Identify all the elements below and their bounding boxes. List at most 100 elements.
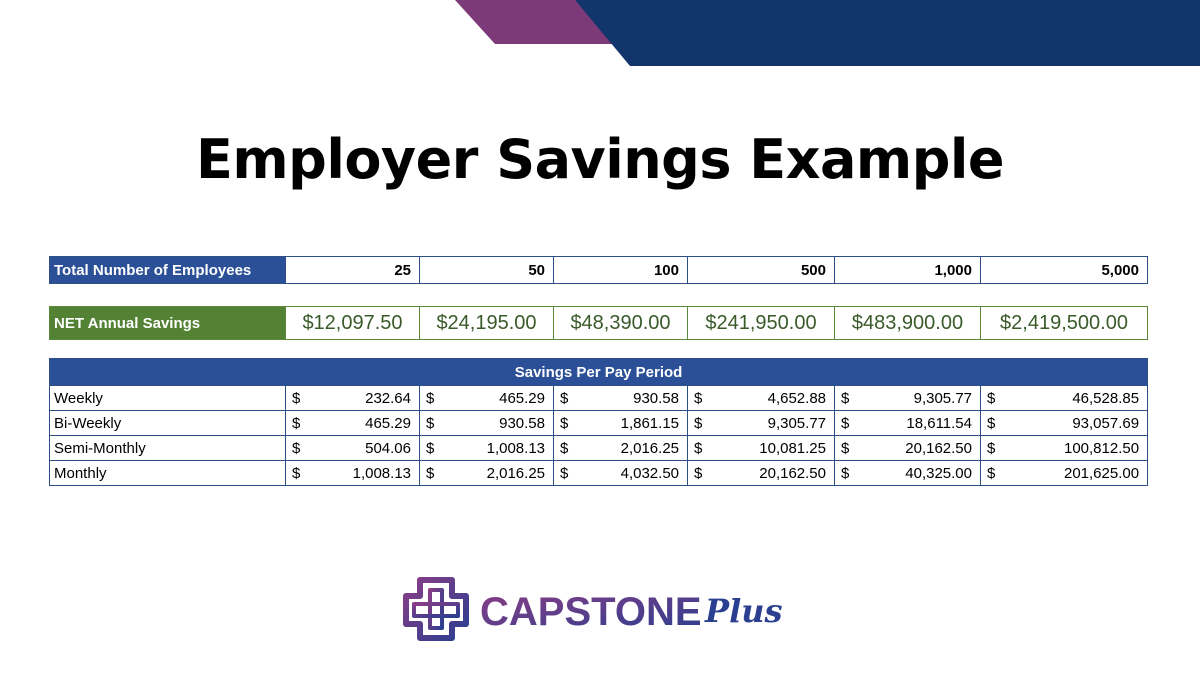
logo-text-script: Plus: [704, 592, 783, 630]
amount: 1,861.15: [620, 414, 679, 432]
logo-text-main: CAPSTONE: [480, 590, 702, 634]
pay-period-label: Monthly: [49, 460, 286, 486]
pay-period-cell: $9,305.77: [834, 385, 981, 411]
pay-period-cell: $4,032.50: [553, 460, 688, 486]
pay-period-cell: $40,325.00: [834, 460, 981, 486]
currency-symbol: $: [987, 439, 996, 457]
net-savings-value: $24,195.00: [419, 306, 554, 340]
net-savings-label: NET Annual Savings: [49, 306, 286, 340]
pay-period-cell: $465.29: [285, 410, 420, 436]
currency-symbol: $: [987, 414, 996, 432]
table-row: Bi-Weekly $465.29 $930.58 $1,861.15 $9,305.7…: [49, 410, 1149, 436]
pay-period-cell: $930.58: [553, 385, 688, 411]
currency-symbol: $: [841, 439, 850, 457]
amount: 93,057.69: [1072, 414, 1140, 432]
currency-symbol: $: [426, 439, 435, 457]
pay-period-cell: $10,081.25: [687, 435, 835, 461]
currency-symbol: $: [560, 464, 569, 482]
employees-value: 5,000: [980, 256, 1148, 284]
amount: 1,008.13: [486, 439, 545, 457]
pay-period-cell: $465.29: [419, 385, 554, 411]
pay-period-label: Weekly: [49, 385, 286, 411]
amount: 10,081.25: [759, 439, 826, 457]
pay-period-cell: $1,008.13: [419, 435, 554, 461]
employees-value: 1,000: [834, 256, 981, 284]
employees-table: Total Number of Employees 25 50 100 500 …: [49, 256, 1148, 284]
currency-symbol: $: [694, 414, 703, 432]
amount: 18,611.54: [906, 414, 972, 432]
currency-symbol: $: [292, 464, 301, 482]
currency-symbol: $: [841, 389, 850, 407]
purple-band: [455, 0, 615, 44]
employees-value: 25: [285, 256, 420, 284]
pay-period-cell: $1,861.15: [553, 410, 688, 436]
employees-value: 500: [687, 256, 835, 284]
currency-symbol: $: [694, 439, 703, 457]
pay-period-body: Weekly $232.64 $465.29 $930.58 $4,652.88 $9,3…: [49, 385, 1149, 486]
amount: 20,162.50: [759, 464, 826, 482]
pay-period-label: Semi-Monthly: [49, 435, 286, 461]
amount: 100,812.50: [1063, 439, 1140, 457]
pay-period-label: Bi-Weekly: [49, 410, 286, 436]
amount: 46,528.85: [1072, 389, 1140, 407]
amount: 40,325.00: [905, 464, 972, 482]
amount: 504.06: [365, 439, 411, 457]
amount: 465.29: [499, 389, 545, 407]
currency-symbol: $: [560, 439, 569, 457]
net-savings-value: $12,097.50: [285, 306, 420, 340]
net-savings-row: NET Annual Savings $12,097.50 $24,195.00…: [49, 306, 1148, 340]
amount: 2,016.25: [486, 464, 545, 482]
pay-period-cell: $4,652.88: [687, 385, 835, 411]
amount: 9,305.77: [913, 389, 972, 407]
pay-period-cell: $1,008.13: [285, 460, 420, 486]
pay-period-cell: $46,528.85: [979, 385, 1149, 411]
pay-period-cell: $100,812.50: [979, 435, 1149, 461]
navy-band: [575, 0, 1200, 66]
net-savings-value: $241,950.00: [687, 306, 835, 340]
currency-symbol: $: [292, 389, 301, 407]
net-savings-value: $2,419,500.00: [980, 306, 1148, 340]
employees-value: 100: [553, 256, 688, 284]
currency-symbol: $: [694, 389, 703, 407]
amount: 930.58: [499, 414, 545, 432]
table-row: Monthly $1,008.13 $2,016.25 $4,032.50 $20,16…: [49, 460, 1149, 486]
amount: 465.29: [365, 414, 411, 432]
pay-period-cell: $9,305.77: [687, 410, 835, 436]
amount: 930.58: [633, 389, 679, 407]
amount: 4,032.50: [620, 464, 679, 482]
currency-symbol: $: [987, 389, 996, 407]
amount: 4,652.88: [767, 389, 826, 407]
pay-period-header: Savings Per Pay Period: [48, 358, 1149, 386]
currency-symbol: $: [292, 439, 301, 457]
pay-period-table: Savings Per Pay Period Weekly $232.64 $465…: [48, 358, 1149, 486]
employees-label: Total Number of Employees: [49, 256, 286, 284]
currency-symbol: $: [987, 464, 996, 482]
amount: 9,305.77: [767, 414, 826, 432]
currency-symbol: $: [426, 414, 435, 432]
employees-row: Total Number of Employees 25 50 100 500 …: [49, 256, 1148, 284]
net-savings-table: NET Annual Savings $12,097.50 $24,195.00…: [49, 306, 1148, 340]
currency-symbol: $: [426, 464, 435, 482]
amount: 1,008.13: [352, 464, 411, 482]
capstone-plus-logo: CAPSTONE Plus: [403, 577, 783, 641]
net-savings-value: $483,900.00: [834, 306, 981, 340]
pay-period-cell: $201,625.00: [979, 460, 1149, 486]
pay-period-cell: $930.58: [419, 410, 554, 436]
amount: 2,016.25: [620, 439, 679, 457]
currency-symbol: $: [841, 414, 850, 432]
amount: 201,625.00: [1063, 464, 1140, 482]
pay-period-cell: $2,016.25: [419, 460, 554, 486]
pay-period-cell: $2,016.25: [553, 435, 688, 461]
table-row: Semi-Monthly $504.06 $1,008.13 $2,016.25 $10…: [49, 435, 1149, 461]
currency-symbol: $: [841, 464, 850, 482]
page-title: Employer Savings Example: [196, 128, 1004, 191]
currency-symbol: $: [426, 389, 435, 407]
net-savings-value: $48,390.00: [553, 306, 688, 340]
pay-period-cell: $504.06: [285, 435, 420, 461]
employees-value: 50: [419, 256, 554, 284]
pay-period-cell: $20,162.50: [834, 435, 981, 461]
currency-symbol: $: [560, 389, 569, 407]
pay-period-cell: $93,057.69: [979, 410, 1149, 436]
currency-symbol: $: [292, 414, 301, 432]
pay-period-cell: $18,611.54: [834, 410, 981, 436]
